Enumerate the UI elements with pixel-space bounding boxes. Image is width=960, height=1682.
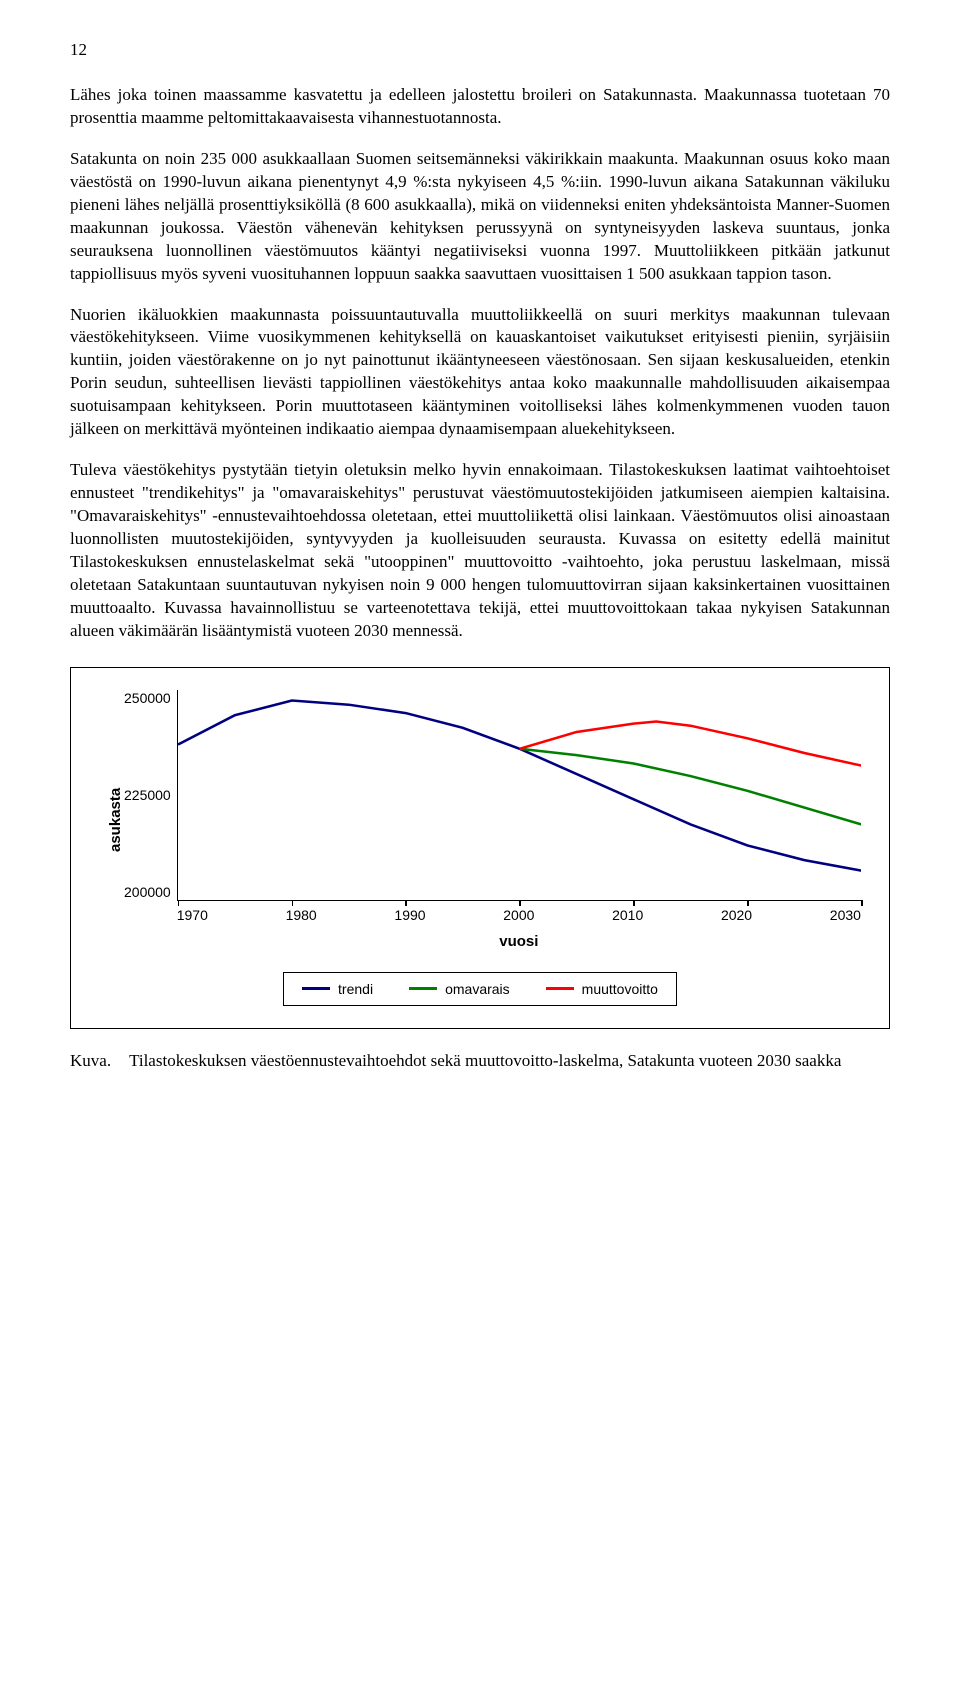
x-tick-mark (405, 900, 407, 906)
chart-legend: trendi omavarais muuttovoitto (283, 972, 677, 1006)
x-tick-mark (178, 900, 180, 906)
legend-item-trendi: trendi (302, 981, 373, 997)
chart-lines (178, 690, 861, 900)
y-axis-ticks: 250000 225000 200000 (124, 690, 177, 900)
y-tick: 250000 (124, 690, 171, 706)
paragraph-1: Lähes joka toinen maassamme kasvatettu j… (70, 84, 890, 130)
population-chart: asukasta 250000 225000 200000 1970 1980 … (70, 667, 890, 1029)
caption-text: Tilastokeskuksen väestöennustevaihtoehdo… (129, 1051, 841, 1071)
x-tick-mark (519, 900, 521, 906)
y-tick: 200000 (124, 884, 171, 900)
chart-area: asukasta 250000 225000 200000 1970 1980 … (99, 690, 861, 950)
x-tick-mark (747, 900, 749, 906)
y-tick: 225000 (124, 787, 171, 803)
legend-swatch (302, 987, 330, 990)
legend-label: muuttovoitto (582, 981, 658, 997)
x-tick: 1970 (177, 907, 208, 923)
legend-label: trendi (338, 981, 373, 997)
legend-item-omavarais: omavarais (409, 981, 510, 997)
series-line-trendi (178, 700, 861, 870)
x-tick: 2020 (721, 907, 752, 923)
x-tick: 1980 (286, 907, 317, 923)
x-axis-label: vuosi (177, 933, 861, 950)
x-tick: 2030 (830, 907, 861, 923)
x-tick: 2010 (612, 907, 643, 923)
series-line-muuttovoitto (519, 721, 861, 765)
legend-swatch (546, 987, 574, 990)
x-tick: 1990 (394, 907, 425, 923)
page-number: 12 (70, 40, 890, 60)
legend-swatch (409, 987, 437, 990)
x-tick-mark (633, 900, 635, 906)
x-tick-mark (292, 900, 294, 906)
legend-item-muuttovoitto: muuttovoitto (546, 981, 658, 997)
caption-label: Kuva. (70, 1051, 111, 1071)
x-axis-ticks: 1970 1980 1990 2000 2010 2020 2030 (177, 907, 861, 923)
plot-box (177, 690, 861, 901)
y-axis-label: asukasta (99, 690, 124, 950)
paragraph-4: Tuleva väestökehitys pystytään tietyin o… (70, 459, 890, 643)
legend-label: omavarais (445, 981, 510, 997)
plot-region: 1970 1980 1990 2000 2010 2020 2030 vuosi (177, 690, 861, 950)
paragraph-3: Nuorien ikäluokkien maakunnasta poissuun… (70, 304, 890, 442)
x-tick: 2000 (503, 907, 534, 923)
x-tick-mark (861, 900, 863, 906)
figure-caption: Kuva. Tilastokeskuksen väestöennustevaih… (70, 1051, 890, 1071)
paragraph-2: Satakunta on noin 235 000 asukkaallaan S… (70, 148, 890, 286)
series-line-omavarais (519, 748, 861, 824)
